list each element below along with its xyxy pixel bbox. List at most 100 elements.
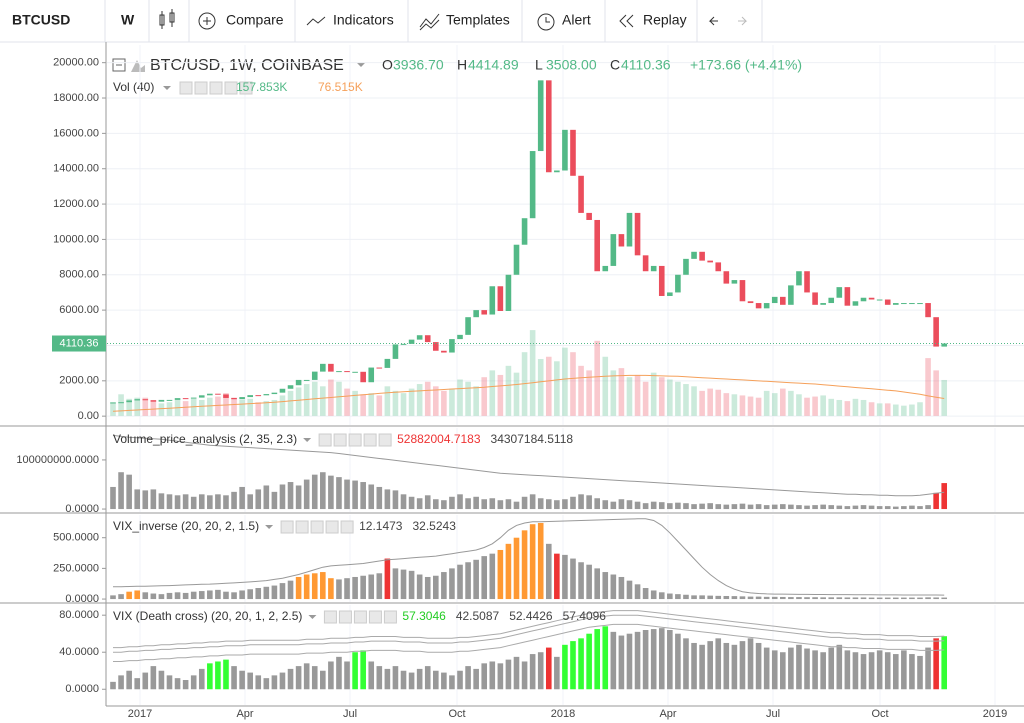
- candle-body: [271, 392, 278, 395]
- toolbar-button[interactable]: Replay: [643, 12, 687, 28]
- histogram-bar: [788, 647, 794, 690]
- volume-bar: [336, 381, 342, 416]
- collapse-button[interactable]: [112, 58, 126, 72]
- histogram-bar: [578, 562, 584, 600]
- histogram-bar: [618, 635, 625, 690]
- candle-body: [723, 271, 730, 284]
- histogram-bar: [263, 678, 270, 690]
- histogram-bar: [408, 496, 415, 510]
- candle-body: [917, 303, 923, 305]
- histogram-bar: [860, 505, 867, 510]
- y-tick-label: 500.0000: [53, 532, 99, 544]
- histogram-bar: [497, 500, 504, 510]
- histogram-bar: [239, 590, 245, 600]
- symbol[interactable]: BTCUSD: [12, 12, 70, 28]
- volume-bar: [295, 387, 302, 416]
- toolbar-button[interactable]: Alert: [562, 12, 591, 28]
- y-tick-label: 0.00: [78, 410, 99, 422]
- dropdown-arrow[interactable]: [308, 615, 317, 619]
- histogram-bar: [917, 506, 923, 510]
- alert-icon[interactable]: [537, 13, 555, 31]
- legend-icon-button[interactable]: [378, 433, 392, 447]
- histogram-bar: [126, 474, 132, 510]
- legend-icon-button[interactable]: [338, 610, 352, 624]
- candle-body: [513, 244, 520, 275]
- histogram-bar: [352, 652, 358, 690]
- candle-body: [618, 234, 625, 247]
- histogram-bar: [376, 573, 383, 600]
- histogram-bar: [626, 580, 633, 600]
- volume-bar: [892, 404, 899, 416]
- volume-bar: [739, 395, 746, 416]
- compare-icon[interactable]: [198, 12, 216, 30]
- volume-bar: [424, 381, 431, 416]
- histogram-bar: [344, 578, 350, 600]
- toolbar-button[interactable]: Templates: [446, 12, 510, 28]
- histogram-bar: [836, 644, 843, 690]
- legend-icon-button[interactable]: [239, 81, 253, 95]
- histogram-bar: [876, 650, 883, 690]
- candle-body: [642, 255, 649, 272]
- histogram-bar: [328, 578, 334, 600]
- dropdown-arrow[interactable]: [303, 438, 312, 442]
- histogram-bar: [642, 630, 649, 690]
- histogram-bar: [884, 597, 891, 600]
- legend-icon-button[interactable]: [209, 81, 223, 95]
- legend-icon-button[interactable]: [383, 610, 397, 624]
- candle-icon[interactable]: [159, 9, 175, 29]
- histogram-bar: [723, 642, 730, 690]
- candle-body: [481, 310, 488, 315]
- legend-icon-button[interactable]: [333, 433, 347, 447]
- volume-bar: [384, 386, 391, 416]
- legend-icon-button[interactable]: [325, 520, 339, 534]
- legend-icon-button[interactable]: [340, 520, 354, 534]
- histogram-bar: [376, 666, 383, 690]
- interval[interactable]: W: [121, 12, 135, 28]
- legend-icon-button[interactable]: [353, 610, 367, 624]
- histogram-bar: [360, 650, 366, 690]
- legend-icon-button[interactable]: [280, 520, 294, 534]
- histogram-bar: [844, 506, 851, 510]
- histogram-bar: [231, 491, 237, 510]
- dropdown-arrow[interactable]: [163, 86, 171, 90]
- price-change: +173.66 (+4.41%): [690, 57, 802, 73]
- toolbar-button[interactable]: Indicators: [333, 12, 394, 28]
- histogram-bar: [634, 501, 641, 510]
- histogram-bar: [917, 597, 923, 600]
- templates-icon[interactable]: [419, 13, 440, 31]
- histogram-bar: [876, 506, 883, 510]
- candle-body: [336, 371, 342, 373]
- legend-icon-button[interactable]: [224, 81, 238, 95]
- indicators-icon[interactable]: [306, 16, 326, 26]
- candle-body: [909, 303, 915, 305]
- legend-icon-button[interactable]: [368, 610, 382, 624]
- candle-body: [933, 317, 939, 347]
- toolbar-button[interactable]: Compare: [226, 12, 284, 28]
- undo-icon[interactable]: [708, 16, 718, 26]
- histogram-bar: [521, 496, 528, 510]
- legend-icon-button[interactable]: [194, 81, 208, 95]
- legend-icon-button[interactable]: [363, 433, 377, 447]
- replay-icon[interactable]: [619, 14, 634, 28]
- legend-icon-button[interactable]: [295, 520, 309, 534]
- redo-icon[interactable]: [738, 16, 748, 26]
- indicator-legend-value: 52882004.7183: [397, 432, 481, 446]
- histogram-bar: [852, 505, 859, 510]
- dropdown-arrow[interactable]: [265, 525, 274, 529]
- legend-icon-button[interactable]: [323, 610, 337, 624]
- legend-icon-button[interactable]: [179, 81, 193, 95]
- histogram-bar: [675, 633, 681, 690]
- histogram-bar: [255, 675, 262, 690]
- histogram-bar: [820, 652, 826, 690]
- volume-bar: [860, 399, 867, 416]
- legend-icon-button[interactable]: [310, 520, 324, 534]
- volume-bar: [804, 397, 810, 416]
- histogram-bar: [158, 594, 165, 600]
- volume-bar: [255, 402, 262, 416]
- candle-body: [796, 271, 802, 286]
- dropdown-arrow[interactable]: [357, 63, 365, 67]
- legend-icon-button[interactable]: [318, 433, 332, 447]
- alert-icon-hands: [545, 17, 550, 23]
- histogram-bar: [933, 638, 939, 690]
- legend-icon-button[interactable]: [348, 433, 362, 447]
